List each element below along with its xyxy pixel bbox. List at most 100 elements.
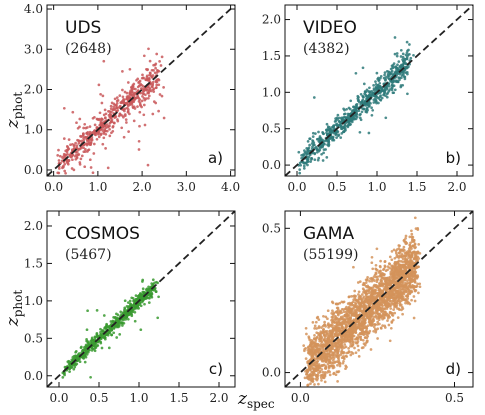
y-axis-label-top: zphot <box>3 92 25 130</box>
data-point <box>373 273 377 277</box>
data-point <box>321 364 325 367</box>
data-point <box>331 344 335 348</box>
data-point <box>154 101 158 105</box>
data-point <box>99 333 102 336</box>
data-point <box>413 216 417 220</box>
data-point <box>386 319 389 322</box>
data-point <box>317 343 320 347</box>
data-point <box>354 302 358 306</box>
data-point <box>142 92 145 96</box>
data-point <box>128 92 132 96</box>
data-point <box>407 48 410 52</box>
data-point <box>71 355 75 359</box>
data-point <box>361 309 365 313</box>
data-point <box>116 106 120 110</box>
data-point <box>359 335 362 339</box>
data-point <box>398 78 401 82</box>
data-point <box>373 289 376 293</box>
data-point <box>336 370 340 374</box>
x-tick-label: 3.0 <box>177 180 196 194</box>
data-point <box>325 330 329 333</box>
data-point <box>374 309 378 313</box>
data-point <box>342 318 346 322</box>
data-point <box>331 353 335 356</box>
data-point <box>142 113 146 117</box>
data-point <box>387 74 391 78</box>
data-point <box>390 268 394 272</box>
data-point <box>348 330 351 334</box>
data-point <box>385 69 389 73</box>
data-point <box>136 105 139 108</box>
data-point <box>122 135 126 139</box>
data-point <box>410 269 414 273</box>
data-point <box>376 278 380 281</box>
data-point <box>92 142 96 146</box>
data-point <box>142 103 146 107</box>
data-point <box>409 245 413 249</box>
data-point <box>385 301 389 305</box>
data-point <box>85 350 89 354</box>
one-to-one-line <box>47 211 235 387</box>
data-point <box>408 52 411 56</box>
data-point <box>123 90 127 94</box>
data-point <box>106 125 109 129</box>
data-point <box>343 332 347 336</box>
data-point <box>319 376 323 380</box>
data-point <box>156 68 159 72</box>
data-point <box>331 315 335 319</box>
data-point <box>370 261 374 265</box>
data-point <box>357 290 361 294</box>
data-point <box>347 318 351 321</box>
data-point <box>408 282 412 285</box>
data-point <box>321 359 324 363</box>
data-point <box>69 143 72 147</box>
data-point <box>399 284 403 288</box>
data-point <box>360 331 364 335</box>
data-point <box>75 156 79 160</box>
data-point <box>140 99 144 103</box>
data-point <box>320 357 324 361</box>
data-point <box>380 87 384 90</box>
data-point <box>408 43 411 46</box>
data-point <box>83 354 86 358</box>
data-point <box>369 102 372 105</box>
data-point <box>112 331 116 335</box>
data-point <box>335 345 339 349</box>
data-point <box>412 257 416 260</box>
data-point <box>370 313 374 317</box>
data-point <box>126 110 130 114</box>
data-point <box>299 163 303 167</box>
data-point <box>390 258 394 262</box>
data-point <box>388 339 392 343</box>
data-point <box>321 159 325 162</box>
data-point <box>403 251 407 255</box>
data-point <box>62 137 66 140</box>
data-point <box>397 263 401 267</box>
data-point <box>389 326 393 330</box>
data-point <box>398 273 401 277</box>
data-point <box>393 256 397 260</box>
data-point <box>364 278 368 282</box>
data-point <box>349 342 353 346</box>
data-point <box>375 295 379 299</box>
data-point <box>330 351 334 354</box>
data-point <box>302 344 306 347</box>
data-point <box>84 148 87 151</box>
data-point <box>56 171 60 175</box>
data-point <box>339 121 343 124</box>
data-point <box>75 121 78 125</box>
data-point <box>379 265 382 269</box>
panel-letter: d) <box>446 360 461 378</box>
data-point <box>66 145 70 149</box>
data-point <box>347 347 350 350</box>
data-point <box>391 79 394 83</box>
data-point <box>385 277 389 280</box>
data-point <box>408 263 411 267</box>
data-point <box>138 101 142 105</box>
data-point <box>398 249 402 252</box>
data-point <box>378 81 382 85</box>
data-point <box>76 126 80 130</box>
data-point <box>397 60 401 63</box>
data-point <box>408 284 411 287</box>
